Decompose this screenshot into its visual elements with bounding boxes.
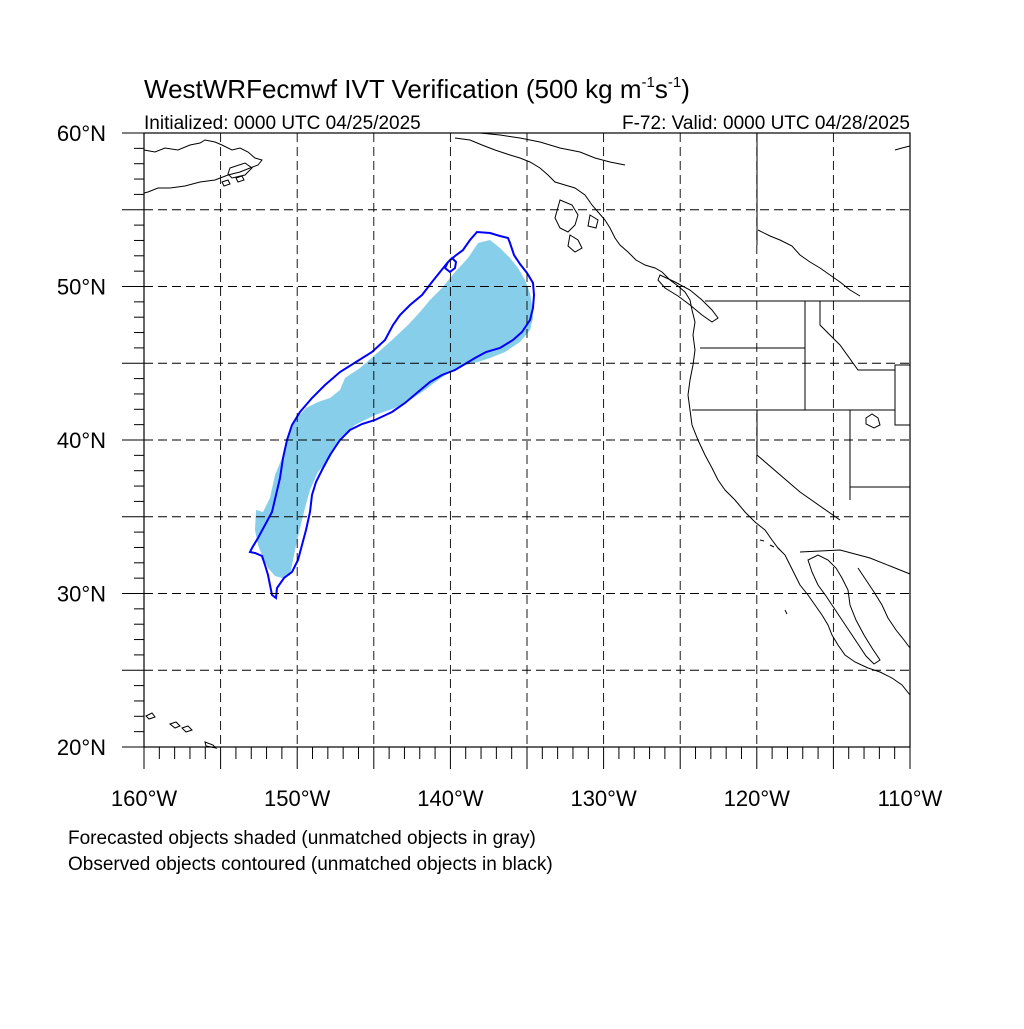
forecast-ivt-object xyxy=(255,240,533,578)
arizona-border-south xyxy=(799,549,911,575)
map-title-mid: s xyxy=(655,74,668,104)
legend-observed-note: Observed objects contoured (unmatched ob… xyxy=(68,854,553,875)
hawaii-islands xyxy=(145,712,218,749)
graticule xyxy=(144,133,910,747)
california-nevada-border xyxy=(756,410,841,521)
lon-label: 120°W xyxy=(724,786,791,811)
lon-label: 110°W xyxy=(878,786,943,811)
baja-california xyxy=(807,554,881,665)
great-salt-lake xyxy=(865,413,881,429)
longitude-labels: 160°W 150°W 140°W 130°W 120°W 110°W xyxy=(111,786,943,811)
wyoming-border xyxy=(894,364,911,426)
legend-forecast-note: Forecasted objects shaded (unmatched obj… xyxy=(68,828,536,849)
alaska-mainland-upper xyxy=(479,132,626,166)
channel-islands xyxy=(759,539,781,551)
kodiak-island xyxy=(227,162,253,179)
alaska-panhandle-islands xyxy=(554,199,599,253)
coastlines xyxy=(143,132,911,749)
canada-interior-lines xyxy=(757,229,861,297)
idaho-montana-border xyxy=(819,301,895,371)
alaska-islands-small xyxy=(221,175,245,187)
political-borders xyxy=(692,133,911,575)
hudson-coast-fragment xyxy=(894,145,911,151)
valid-time-label: F-72: Valid: 0000 UTC 04/28/2025 xyxy=(622,113,910,134)
gulf-of-alaska-coast xyxy=(454,137,691,301)
map-title-main: WestWRFecmwf IVT Verification (500 kg m xyxy=(144,74,642,104)
lat-label: 50°N xyxy=(57,275,106,300)
latitude-labels: 60°N 50°N 40°N 30°N 20°N xyxy=(57,121,106,760)
lat-label: 60°N xyxy=(57,121,106,146)
lon-label: 160°W xyxy=(111,786,178,811)
lon-label: 150°W xyxy=(264,786,331,811)
map-title: WestWRFecmwf IVT Verification (500 kg m-… xyxy=(144,74,690,104)
observed-ivt-contour xyxy=(248,230,536,600)
lat-label: 40°N xyxy=(57,428,106,453)
guadalupe-island xyxy=(784,609,788,615)
lon-label: 130°W xyxy=(570,786,637,811)
pacific-coast xyxy=(687,299,911,696)
lon-label: 140°W xyxy=(417,786,484,811)
lat-label: 20°N xyxy=(57,735,106,760)
lat-label: 30°N xyxy=(57,582,106,607)
map-title-sup2: -1 xyxy=(668,74,681,91)
axis-ticks xyxy=(122,132,911,769)
vancouver-island xyxy=(657,274,719,323)
map-title-sup1: -1 xyxy=(642,74,655,91)
alaska-coast-west xyxy=(143,139,263,194)
mexico-mainland-coast xyxy=(857,567,911,649)
map-title-end: ) xyxy=(681,74,690,104)
init-time-label: Initialized: 0000 UTC 04/25/2025 xyxy=(144,113,421,134)
